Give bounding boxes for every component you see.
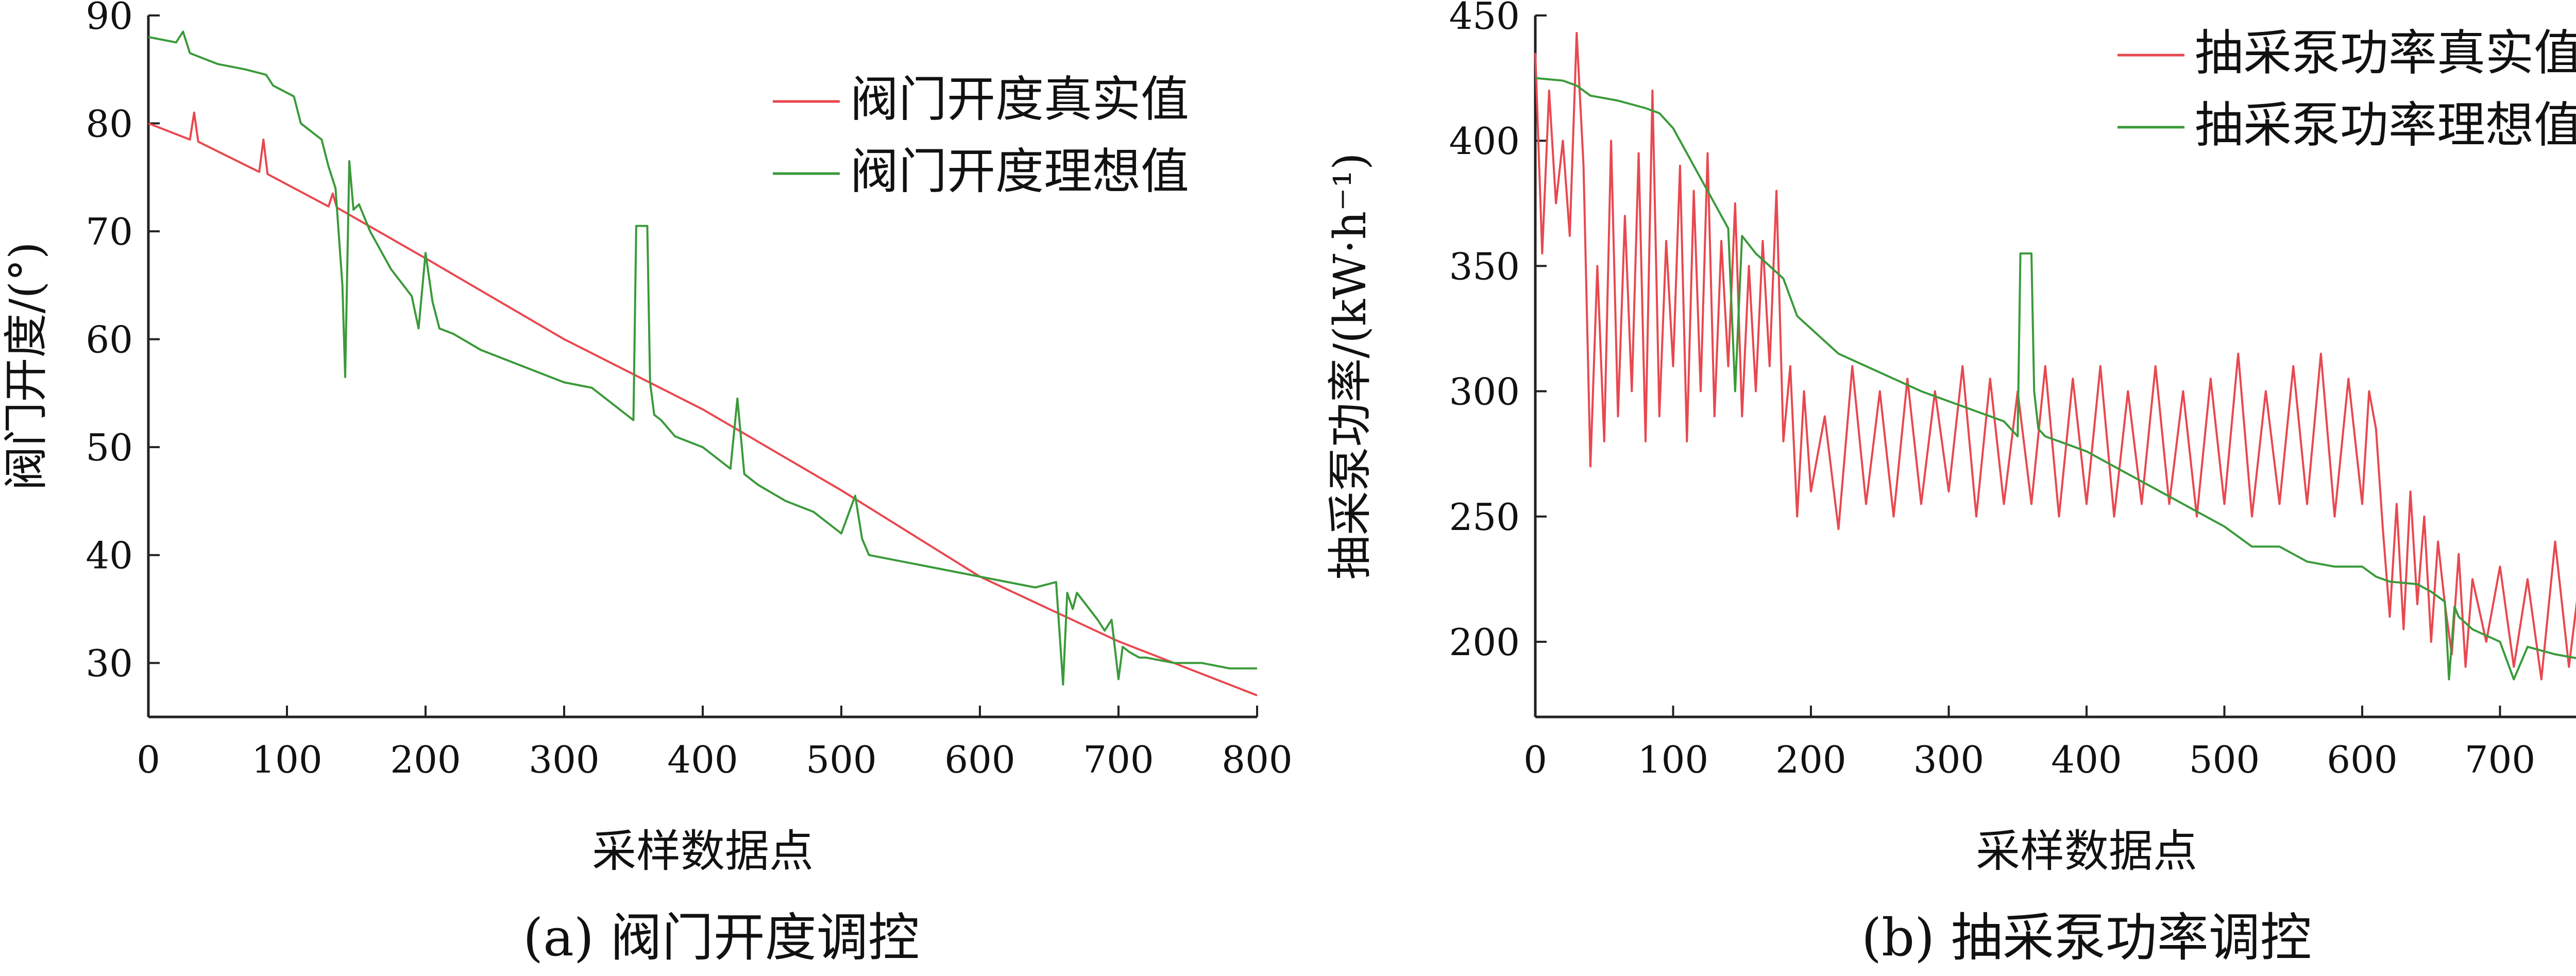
x-tick-label: 100 [1638, 738, 1708, 781]
x-tick-label: 600 [2327, 738, 2397, 781]
chart-panel-b: 0100200300400500600700800200250300350400… [1325, 0, 2576, 968]
x-tick-label: 700 [1083, 738, 1154, 781]
y-tick-label: 450 [1449, 0, 1520, 38]
x-tick-label: 300 [1913, 738, 1984, 781]
y-tick-label: 30 [86, 642, 133, 685]
series-line-2 [1535, 77, 2576, 680]
x-tick-label: 800 [1222, 738, 1292, 781]
y-tick-label: 50 [86, 426, 133, 469]
x-tick-label: 200 [1775, 738, 1846, 781]
x-tick-label: 400 [667, 738, 738, 781]
panel-caption: (b) 抽采泵功率调控 [1861, 907, 2312, 968]
x-tick-label: 0 [1523, 738, 1547, 781]
legend-label: 阀门开度真实值 [850, 72, 1189, 128]
x-axis-label: 采样数据点 [1976, 826, 2197, 877]
x-tick-label: 500 [806, 738, 876, 781]
y-tick-label: 350 [1449, 245, 1520, 288]
y-tick-label: 60 [86, 318, 133, 362]
x-tick-label: 100 [251, 738, 322, 781]
x-tick-label: 300 [529, 738, 599, 781]
x-axis-label: 采样数据点 [592, 826, 814, 877]
y-tick-label: 250 [1449, 495, 1520, 539]
series-line-1 [148, 111, 1258, 696]
y-tick-label: 70 [86, 210, 133, 253]
legend-label: 抽采泵功率理想值 [2195, 97, 2576, 153]
series-line-2 [148, 30, 1257, 686]
legend-label: 抽采泵功率真实值 [2195, 25, 2576, 81]
y-tick-label: 300 [1449, 370, 1520, 414]
series-line-1 [1534, 32, 2576, 680]
y-tick-label: 80 [86, 102, 133, 146]
x-tick-label: 600 [944, 738, 1015, 781]
chart-panel-a: 0 100 200 300 400 500 600 700 800 30 40 50 60 70 80 90 采… [1, 0, 1293, 968]
legend-label: 阀门开度理想值 [850, 144, 1189, 200]
y-axis-label: 抽采泵功率/(kW·h⁻¹) [1325, 152, 1376, 579]
y-tick-label: 400 [1449, 119, 1520, 163]
y-tick-label: 200 [1449, 621, 1520, 664]
x-tick-label: 400 [2051, 738, 2122, 781]
y-tick-label: 40 [86, 534, 133, 577]
y-tick-label: 90 [86, 0, 133, 38]
x-tick-label: 700 [2465, 738, 2535, 781]
y-axis-label: 阀门开度/(°) [1, 242, 52, 490]
x-tick-label: 500 [2189, 738, 2260, 781]
x-tick-label: 200 [390, 738, 461, 781]
panel-caption: (a) 阀门开度调控 [523, 907, 919, 968]
x-tick-label: 0 [137, 738, 160, 781]
